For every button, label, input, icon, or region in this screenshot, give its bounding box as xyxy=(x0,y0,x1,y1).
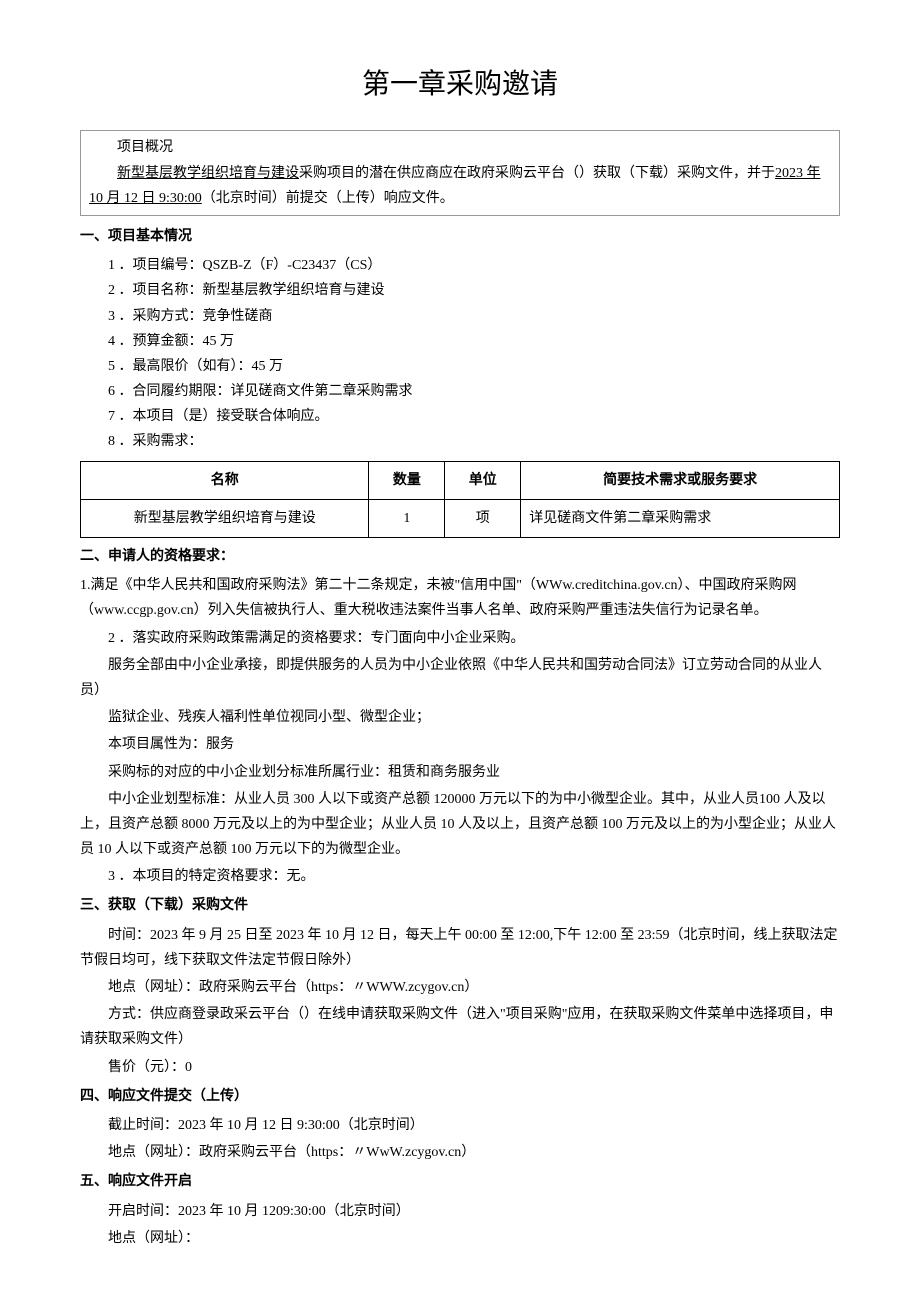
td-desc: 详见磋商文件第二章采购需求 xyxy=(521,499,840,537)
item-contract-period: 6 ．合同履约期限：详见磋商文件第二章采购需求 xyxy=(80,379,840,404)
sec5-p1: 开启时间：2023 年 10 月 1209:30:00（北京时间） xyxy=(80,1199,840,1224)
table-header-row: 名称 数量 单位 简要技术需求或服务要求 xyxy=(81,461,840,499)
sec2-p5: 本项目属性为：服务 xyxy=(80,732,840,757)
sec3-p4: 售价（元）：0 xyxy=(80,1055,840,1080)
sec2-p1: 1.满足《中华人民共和国政府采购法》第二十二条规定，未被"信用中国"（WWw.c… xyxy=(80,573,840,623)
sec2-p3: 服务全部由中小企业承接，即提供服务的人员为中小企业依照《中华人民共和国劳动合同法… xyxy=(80,653,840,703)
section2-heading: 二、申请人的资格要求： xyxy=(80,544,840,569)
overview-project-name: 新型基层教学组织培育与建设 xyxy=(117,166,299,181)
item-budget: 4 ．预算金额：45 万 xyxy=(80,329,840,354)
section1-heading: 一、项目基本情况 xyxy=(80,224,840,249)
section3-heading: 三、获取（下载）采购文件 xyxy=(80,893,840,918)
item-max-price: 5 ．最高限价（如有）：45 万 xyxy=(80,354,840,379)
requirements-table: 名称 数量 单位 简要技术需求或服务要求 新型基层教学组织培育与建设 1 项 详… xyxy=(80,461,840,538)
sec2-p8: 3 ．本项目的特定资格要求：无。 xyxy=(80,864,840,889)
sec2-p2: 2 ．落实政府采购政策需满足的资格要求：专门面向中小企业采购。 xyxy=(80,626,840,651)
sec5-p2: 地点（网址）： xyxy=(80,1226,840,1251)
sec3-p2: 地点（网址）：政府采购云平台（https：〃WWW.zcygov.cn） xyxy=(80,975,840,1000)
td-name: 新型基层教学组织培育与建设 xyxy=(81,499,369,537)
sec3-p3: 方式：供应商登录政采云平台（）在线申请获取采购文件（进入"项目采购"应用，在获取… xyxy=(80,1002,840,1052)
section5-heading: 五、响应文件开启 xyxy=(80,1169,840,1194)
th-qty: 数量 xyxy=(369,461,445,499)
sec2-p7: 中小企业划型标准：从业人员 300 人以下或资产总额 120000 万元以下的为… xyxy=(80,787,840,863)
overview-body: 新型基层教学组织培育与建设采购项目的潜在供应商应在政府采购云平台（）获取（下载）… xyxy=(89,161,831,211)
overview-line2-suffix: （北京时间）前提交（上传）响应文件。 xyxy=(202,191,454,206)
item-purchase-method: 3 ．采购方式：竞争性磋商 xyxy=(80,304,840,329)
overview-heading: 项目概况 xyxy=(89,135,831,160)
sec2-p6: 采购标的对应的中小企业划分标准所属行业：租赁和商务服务业 xyxy=(80,760,840,785)
sec3-p1: 时间：2023 年 9 月 25 日至 2023 年 10 月 12 日，每天上… xyxy=(80,923,840,973)
th-unit: 单位 xyxy=(445,461,521,499)
td-unit: 项 xyxy=(445,499,521,537)
sec4-p2: 地点（网址）：政府采购云平台（https：〃WwW.zcygov.cn） xyxy=(80,1140,840,1165)
item-project-name: 2 ．项目名称：新型基层教学组织培育与建设 xyxy=(80,278,840,303)
sec4-p1: 截止时间：2023 年 10 月 12 日 9:30:00（北京时间） xyxy=(80,1113,840,1138)
item-project-number: 1 ．项目编号：QSZB-Z（F）-C23437（CS） xyxy=(80,253,840,278)
table-row: 新型基层教学组织培育与建设 1 项 详见磋商文件第二章采购需求 xyxy=(81,499,840,537)
overview-line1-mid: 采购项目的潜在供应商应在政府采购云平台（）获取（下载）采购文件，并于 xyxy=(299,166,775,181)
chapter-title: 第一章采购邀请 xyxy=(80,60,840,110)
section4-heading: 四、响应文件提交（上传） xyxy=(80,1084,840,1109)
th-desc: 简要技术需求或服务要求 xyxy=(521,461,840,499)
overview-box: 项目概况 新型基层教学组织培育与建设采购项目的潜在供应商应在政府采购云平台（）获… xyxy=(80,130,840,216)
td-qty: 1 xyxy=(369,499,445,537)
th-name: 名称 xyxy=(81,461,369,499)
sec2-p4: 监狱企业、残疾人福利性单位视同小型、微型企业； xyxy=(80,705,840,730)
item-consortium: 7 ．本项目（是）接受联合体响应。 xyxy=(80,404,840,429)
item-requirements-label: 8 ．采购需求： xyxy=(80,429,840,454)
